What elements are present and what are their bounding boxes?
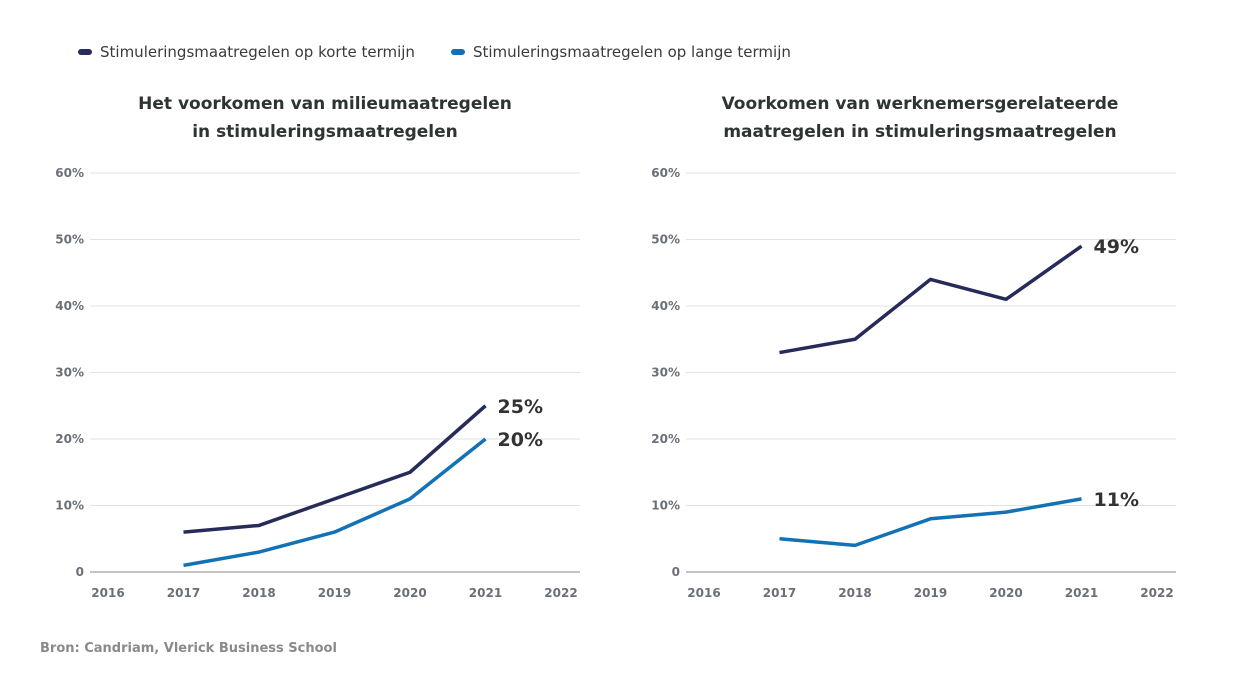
y-tick-label: 10% — [55, 499, 84, 513]
legend-label: Stimuleringsmaatregelen op korte termijn — [100, 43, 415, 61]
x-tick-label: 2018 — [838, 586, 871, 600]
x-tick-label: 2017 — [167, 586, 200, 600]
title-line: Voorkomen van werknemersgerelateerde — [721, 94, 1119, 114]
x-tick-label: 2017 — [763, 586, 796, 600]
end-data-label: 25% — [498, 396, 543, 418]
y-tick-label: 40% — [651, 299, 680, 313]
y-tick-label: 40% — [55, 299, 84, 313]
series-line-short-term — [779, 244, 1083, 355]
y-tick-label: 60% — [55, 166, 84, 180]
legend-swatch — [78, 49, 92, 55]
legend-swatch — [450, 49, 465, 55]
y-tick-label: 20% — [651, 432, 680, 446]
x-tick-label: 2019 — [318, 586, 351, 600]
x-tick-label: 2018 — [242, 586, 275, 600]
title-line: maatregelen in stimuleringsmaatregelen — [723, 122, 1117, 142]
title-line: in stimuleringsmaatregelen — [192, 122, 458, 142]
x-tick-label: 2022 — [1140, 586, 1173, 600]
y-tick-label: 30% — [651, 366, 680, 380]
chart-title-right: Voorkomen van werknemersgerelateerde maat… — [660, 90, 1180, 146]
series-line-long-term — [183, 437, 487, 568]
title-line: Het voorkomen van milieumaatregelen — [138, 94, 512, 114]
y-tick-label: 0 — [672, 565, 680, 579]
y-tick-label: 50% — [55, 233, 84, 247]
x-tick-label: 2019 — [914, 586, 947, 600]
x-tick-label: 2022 — [544, 586, 577, 600]
legend-item-long-term: Stimuleringsmaatregelen op lange termijn — [450, 43, 791, 61]
source-note: Bron: Candriam, Vlerick Business School — [40, 641, 337, 656]
x-tick-label: 2020 — [393, 586, 426, 600]
y-tick-label: 60% — [651, 166, 680, 180]
series-line-short-term — [183, 404, 487, 534]
end-data-label: 49% — [1094, 236, 1139, 258]
y-tick-label: 50% — [651, 233, 680, 247]
legend-label: Stimuleringsmaatregelen op lange termijn — [472, 43, 791, 61]
x-tick-label: 2021 — [1065, 586, 1098, 600]
x-tick-label: 2021 — [469, 586, 502, 600]
x-tick-label: 2016 — [91, 586, 124, 600]
end-data-label: 11% — [1094, 489, 1139, 511]
end-data-label: 20% — [498, 429, 543, 451]
y-tick-label: 10% — [651, 499, 680, 513]
legend-item-short-term: Stimuleringsmaatregelen op korte termijn — [78, 43, 415, 61]
y-tick-label: 30% — [55, 366, 84, 380]
y-tick-label: 0 — [76, 565, 84, 579]
y-tick-label: 20% — [55, 432, 84, 446]
chart-title-left: Het voorkomen van milieumaatregelen in st… — [65, 90, 585, 146]
x-tick-label: 2020 — [989, 586, 1022, 600]
legend: Stimuleringsmaatregelen op korte termijn… — [78, 43, 791, 61]
x-tick-label: 2016 — [687, 586, 720, 600]
